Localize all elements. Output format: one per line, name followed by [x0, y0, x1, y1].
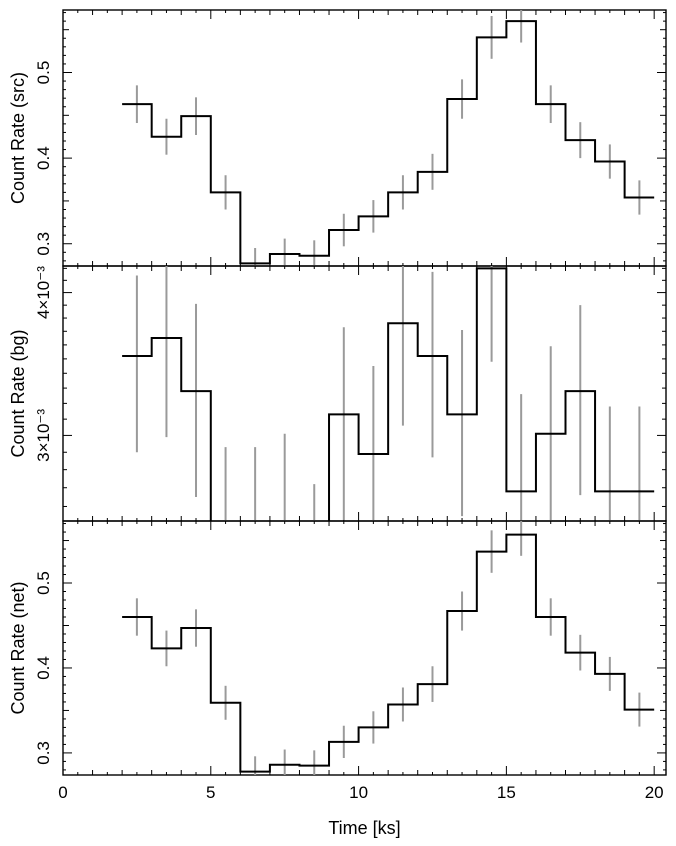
x-axis-title: Time [ks] — [328, 818, 400, 838]
step-series — [122, 533, 655, 773]
y-tick-label: 0.3 — [34, 741, 53, 765]
panel-content — [122, 10, 655, 266]
y-tick-label: 0.5 — [34, 571, 53, 595]
panel-frame — [62, 265, 667, 522]
panel-frame — [62, 520, 667, 776]
y-tick-label: 0.3 — [34, 232, 53, 256]
y-axis-title: Count Rate (src) — [8, 72, 28, 204]
x-tick-label: 0 — [58, 783, 67, 802]
x-axis-tick-labels: 0 5 10 15 20 — [58, 783, 663, 802]
step-series — [122, 267, 655, 521]
y-tick-label: 0.4 — [34, 656, 53, 680]
panels-group: 0.3 0.4 0.5 Count Rate (src) 3×10⁻³ 4×10⁻³ Cou… — [8, 9, 667, 776]
x-tick-label: 15 — [497, 783, 516, 802]
panel-2: 0.3 0.4 0.5 Count Rate (net) — [8, 520, 667, 776]
step-series — [122, 20, 655, 265]
y-tick-label: 3×10⁻³ — [34, 409, 53, 462]
panel-content — [122, 266, 655, 521]
x-tick-label: 10 — [349, 783, 368, 802]
panel-frame — [62, 9, 667, 267]
y-tick-label: 0.4 — [34, 146, 53, 170]
y-tick-label: 4×10⁻³ — [34, 266, 53, 319]
panel-content — [122, 521, 655, 775]
panel-0: 0.3 0.4 0.5 Count Rate (src) — [8, 9, 667, 267]
x-tick-label: 20 — [645, 783, 664, 802]
y-axis-title: Count Rate (bg) — [8, 329, 28, 457]
panel-1: 3×10⁻³ 4×10⁻³ Count Rate (bg) — [8, 265, 667, 522]
x-tick-label: 5 — [206, 783, 215, 802]
y-tick-label: 0.5 — [34, 61, 53, 85]
y-axis-title: Count Rate (net) — [8, 581, 28, 714]
